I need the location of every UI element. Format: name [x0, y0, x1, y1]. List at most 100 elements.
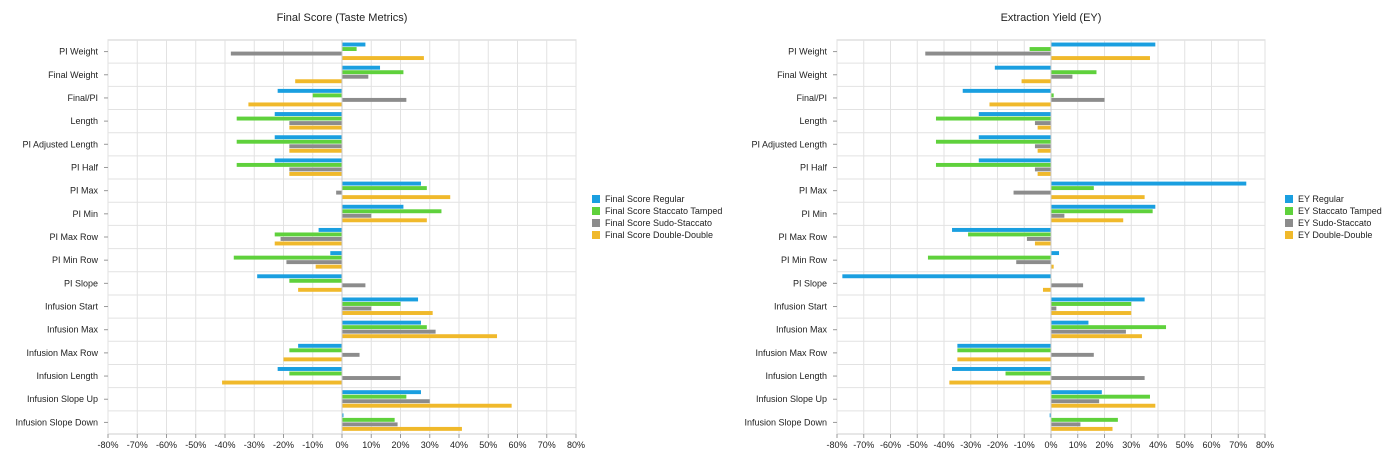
y-tick-label: Infusion Start: [45, 302, 99, 312]
bar: [957, 357, 1051, 362]
y-tick-label: PI Min: [72, 209, 98, 219]
bar: [1051, 417, 1118, 422]
bar: [298, 343, 342, 348]
bar: [949, 380, 1051, 385]
legend-label: EY Regular: [1298, 194, 1344, 204]
bar: [222, 380, 342, 385]
bar: [342, 390, 421, 395]
bar: [342, 399, 430, 404]
bar: [1037, 171, 1051, 176]
y-tick-label: Infusion Slope Down: [15, 417, 98, 427]
bar: [1016, 260, 1051, 265]
legend-label: Final Score Double-Double: [605, 230, 713, 240]
bar: [342, 56, 424, 61]
legend-swatch: [1285, 207, 1293, 215]
x-tick-label: 10%: [1069, 440, 1087, 450]
y-tick-label: PI Half: [800, 162, 828, 172]
x-tick-label: 0%: [1044, 440, 1057, 450]
x-tick-label: -30%: [960, 440, 981, 450]
x-tick-label: 70%: [1229, 440, 1247, 450]
bar: [1051, 306, 1057, 311]
x-tick-label: -50%: [185, 440, 206, 450]
chart-panel-1: Final Score (Taste Metrics)-80% -70% -60% -…: [15, 12, 722, 450]
y-tick-label: PI Weight: [59, 47, 98, 57]
bar: [289, 167, 342, 172]
bar: [342, 334, 498, 339]
bar: [342, 422, 398, 427]
legend-swatch: [592, 195, 600, 203]
bar: [1051, 56, 1150, 61]
y-tick-label: PI Adjusted Length: [751, 139, 827, 149]
bar: [342, 320, 421, 325]
bar: [1051, 329, 1126, 334]
bar: [342, 302, 401, 306]
x-tick-label: -80%: [97, 440, 118, 450]
bar: [978, 158, 1051, 163]
bar: [957, 348, 1051, 353]
chart-title: Final Score (Taste Metrics): [277, 12, 408, 24]
bar: [1049, 413, 1051, 418]
y-tick-label: Infusion Slope Up: [756, 394, 827, 404]
x-tick-label: -20%: [273, 440, 294, 450]
bar: [1051, 264, 1054, 269]
x-tick-label: 60%: [1202, 440, 1220, 450]
bar: [1051, 195, 1145, 200]
bar: [312, 93, 342, 98]
bar: [274, 112, 342, 116]
y-tick-label: Final Weight: [777, 70, 827, 80]
bar: [298, 287, 342, 292]
bar: [1034, 241, 1051, 246]
bar: [1051, 70, 1097, 75]
y-tick-label: Infusion Max Row: [755, 348, 827, 358]
bar: [1051, 186, 1094, 191]
bar: [280, 237, 342, 241]
bar: [274, 135, 342, 140]
x-tick-label: 30%: [1122, 440, 1140, 450]
bar: [289, 148, 342, 153]
bar: [1051, 320, 1089, 325]
bar: [927, 255, 1051, 260]
x-tick-label: 20%: [391, 440, 409, 450]
x-tick-label: 10%: [362, 440, 380, 450]
bar: [989, 102, 1051, 107]
bar: [1051, 422, 1081, 427]
x-tick-label: 50%: [1176, 440, 1194, 450]
x-tick-label: -30%: [244, 440, 265, 450]
legend-label: Final Score Regular: [605, 194, 685, 204]
bar: [1026, 237, 1051, 241]
x-tick-label: -40%: [214, 440, 235, 450]
bar: [318, 227, 342, 232]
bar: [342, 403, 512, 408]
bar: [952, 367, 1051, 371]
bar: [236, 139, 342, 144]
bar: [342, 70, 404, 75]
y-tick-label: Infusion Length: [36, 371, 98, 381]
x-tick-label: 80%: [1256, 440, 1274, 450]
bar: [1051, 399, 1100, 404]
y-tick-label: PI Adjusted Length: [22, 139, 98, 149]
y-tick-label: PI Max Row: [778, 232, 827, 242]
x-tick-label: 40%: [450, 440, 468, 450]
bar: [233, 255, 342, 260]
bar: [286, 260, 342, 265]
bar: [342, 413, 344, 418]
bar: [289, 125, 342, 130]
bar: [342, 283, 366, 288]
x-tick-label: 80%: [567, 440, 585, 450]
bar: [1021, 79, 1051, 84]
bar: [1051, 352, 1094, 357]
bar: [1051, 204, 1156, 209]
bar: [925, 51, 1051, 56]
legend-label: Final Score Sudo-Staccato: [605, 218, 712, 228]
bar: [289, 348, 342, 353]
bar: [994, 65, 1051, 70]
bar: [342, 311, 433, 315]
legend-swatch: [1285, 219, 1293, 227]
legend-label: EY Double-Double: [1298, 230, 1372, 240]
x-tick-label: 30%: [421, 440, 439, 450]
bar: [248, 102, 342, 107]
y-tick-label: PI Min Row: [52, 255, 99, 265]
bar: [342, 218, 427, 223]
y-tick-label: PI Max: [70, 186, 99, 196]
